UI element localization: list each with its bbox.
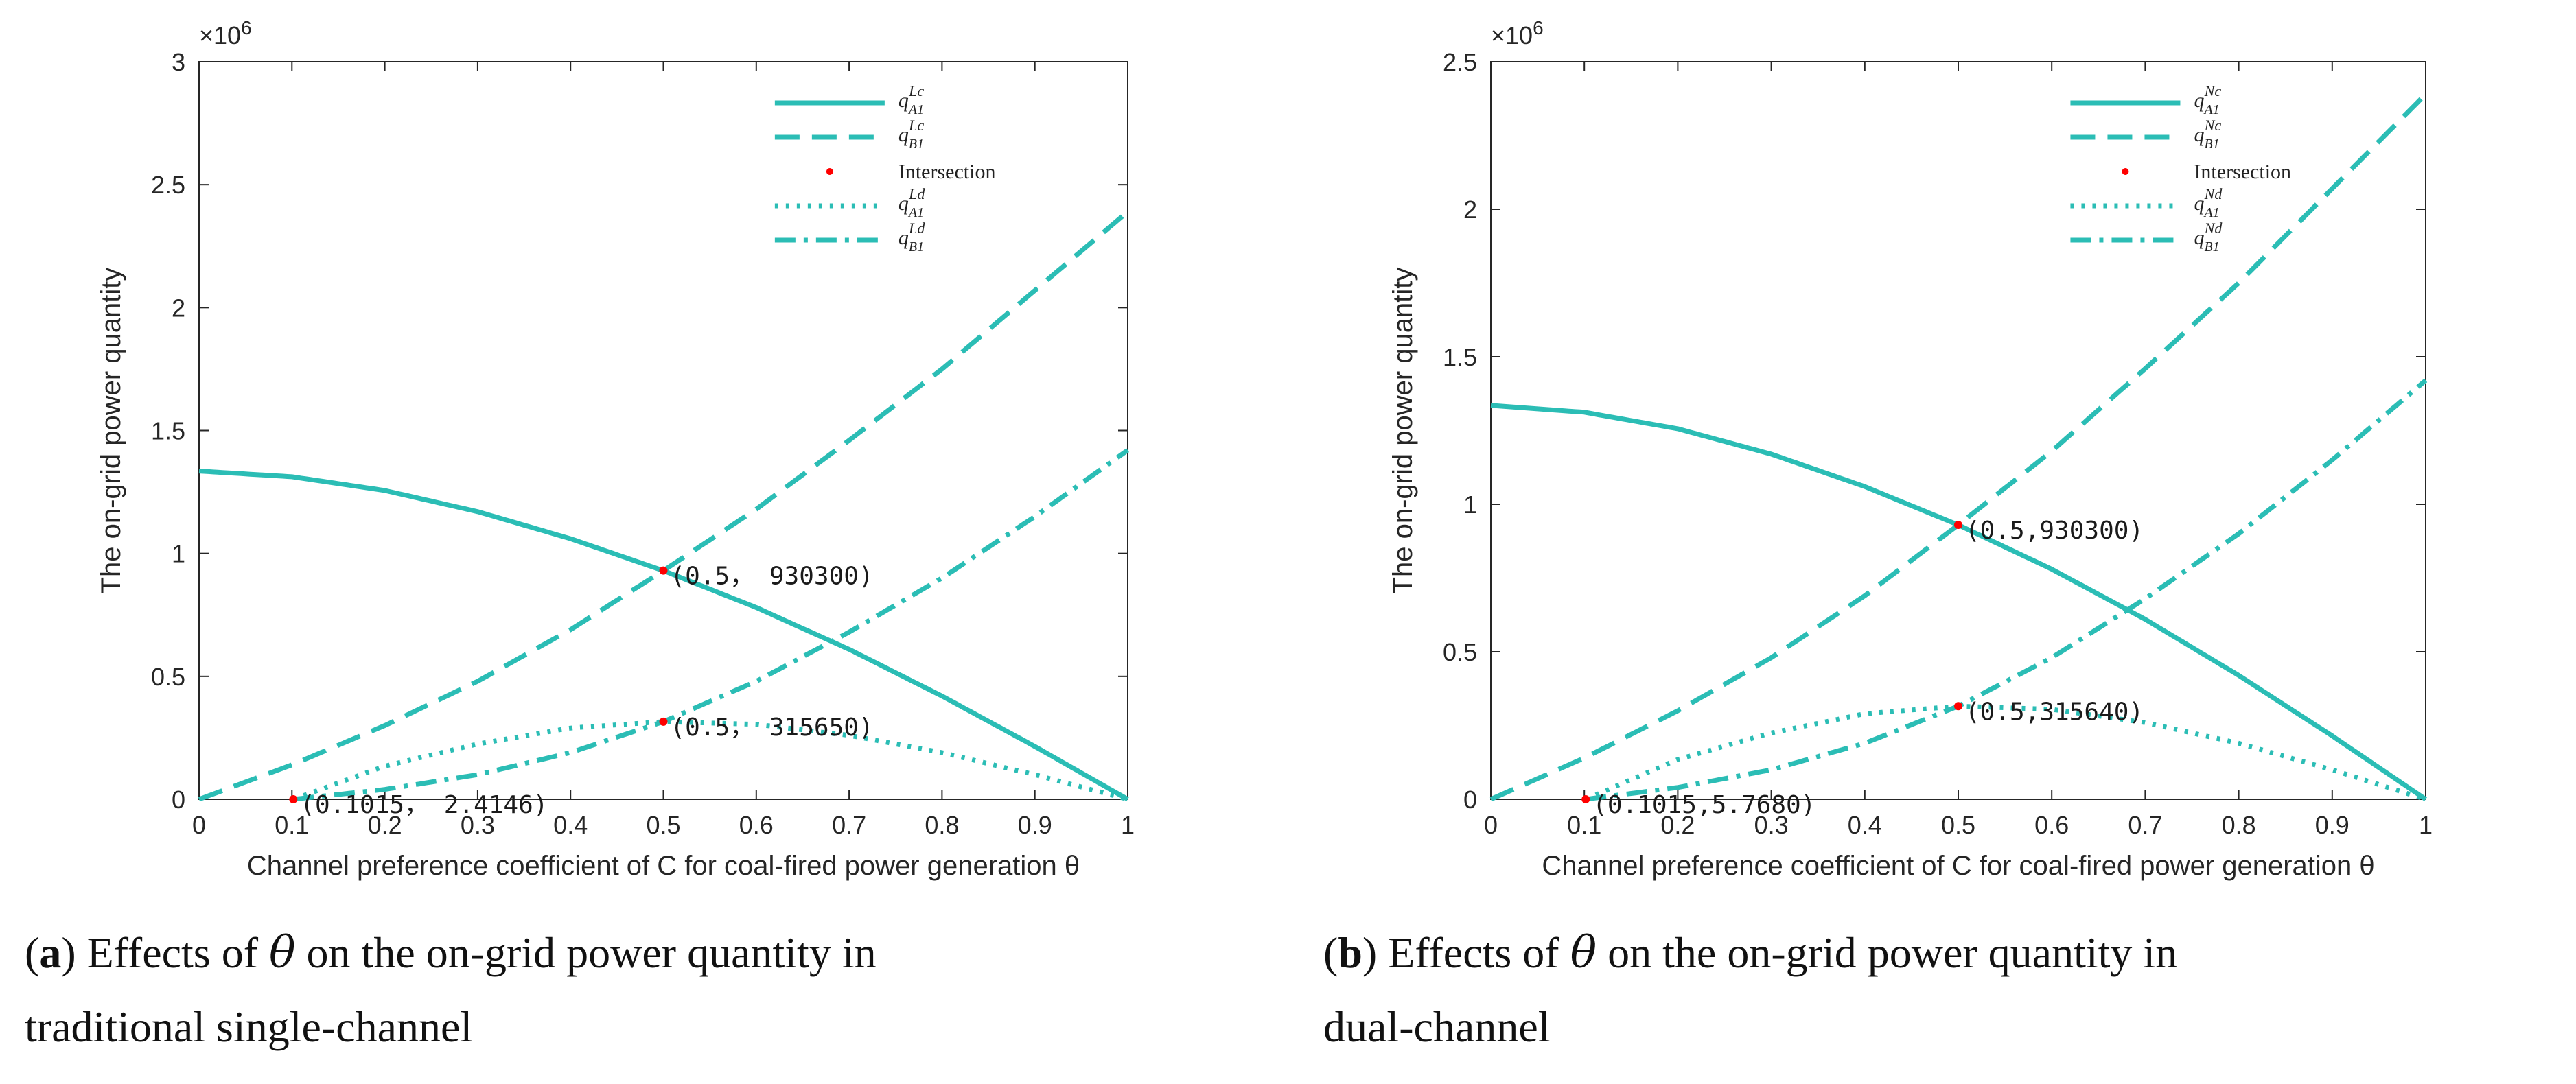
x-tick-label: 0 xyxy=(192,811,206,839)
caption-b-theta: θ xyxy=(1570,928,1597,978)
series-line-B1-Lc xyxy=(198,209,1130,802)
legend-label-intersection: Intersection xyxy=(898,161,996,183)
x-axis-label: Channel preference coefficient of C for … xyxy=(247,851,1080,881)
y-tick-label: 3 xyxy=(172,48,185,76)
y-tick-label: 0 xyxy=(172,786,185,814)
x-tick-label: 0.1 xyxy=(1567,811,1601,839)
y-exponent-label: ×106 xyxy=(199,17,252,49)
y-tick-label: 0.5 xyxy=(151,663,185,691)
intersection-label: (0.5， 930300) xyxy=(671,563,874,591)
caption-b-letter: b xyxy=(1338,928,1362,977)
y-tick-label: 2 xyxy=(1463,196,1477,224)
x-tick-label: 0.6 xyxy=(2034,811,2069,839)
caption-a: (a) Effects of θ on the on-grid power qu… xyxy=(25,928,877,1051)
intersection-label: (0.5， 315650) xyxy=(671,714,874,742)
caption-b-rest: on the on-grid power quantity in xyxy=(1608,928,2178,977)
intersection-label: (0.1015,5.7680) xyxy=(1592,791,1815,819)
x-tick-label: 0.7 xyxy=(2128,811,2162,839)
caption-a-line2: traditional single-channel xyxy=(25,1002,473,1051)
intersection-label: (0.5,930300) xyxy=(1965,517,2144,545)
chart-panel-a: 0 0.1 0.2 0.3 0.4 0.5 0.6 0.7 0.8 0.9 1 0 0.5 1 1.5 2 2.… xyxy=(96,17,1135,881)
intersection-point xyxy=(1954,520,1962,529)
caption-a-theta: θ xyxy=(269,928,296,978)
legend-marker-intersection xyxy=(826,168,833,175)
legend-label: qA1Nc xyxy=(2194,82,2221,117)
x-tick-label: 1 xyxy=(2419,811,2433,839)
intersection-label: (0.1015， 2.4146) xyxy=(300,791,548,819)
y-tick-label: 1 xyxy=(1463,491,1477,519)
y-tick-label: 2.5 xyxy=(151,171,185,199)
legend-label: qB1Lc xyxy=(898,117,924,152)
y-tick-label: 0 xyxy=(1463,786,1477,814)
caption-a-rest: on the on-grid power quantity in xyxy=(306,928,877,977)
legend-label: qA1Nd xyxy=(2194,185,2223,220)
caption-b: (b) Effects of θ on the on-grid power qu… xyxy=(1323,928,2178,1051)
x-tick-label: 0.5 xyxy=(646,811,680,839)
caption-b-line2: dual-channel xyxy=(1323,1002,1551,1051)
series-line-B1-Ld xyxy=(292,448,1130,802)
y-tick-label: 1 xyxy=(172,540,185,568)
legend-label: qB1Nc xyxy=(2194,117,2221,152)
x-tick-label: 1 xyxy=(1121,811,1135,839)
y-axis-label: The on-grid power quantity xyxy=(1388,268,1418,594)
x-axis-label: Channel preference coefficient of C for … xyxy=(1542,851,2374,881)
x-tick-label: 0.4 xyxy=(553,811,588,839)
y-tick-label: 1.5 xyxy=(151,417,185,445)
x-tick-label: 0.3 xyxy=(461,811,495,839)
x-tick-label: 0.6 xyxy=(739,811,774,839)
x-tick-label: 0.8 xyxy=(2222,811,2256,839)
y-tick-label: 0.5 xyxy=(1443,638,1477,666)
caption-b-lead: Effects of xyxy=(1388,928,1559,977)
x-tick-label: 0.4 xyxy=(1848,811,1882,839)
x-tick-label: 0.8 xyxy=(925,811,959,839)
series-line-B1-Nd xyxy=(1585,378,2428,802)
x-tick-label: 0.9 xyxy=(2315,811,2349,839)
intersection-label: (0.5,315640) xyxy=(1965,698,2144,726)
y-tick-label: 2.5 xyxy=(1443,48,1477,76)
series-line-A1-Lc xyxy=(198,469,1129,802)
x-tick-label: 0.3 xyxy=(1754,811,1789,839)
legend-label: qA1Ld xyxy=(898,185,925,220)
x-tick-label: 0.5 xyxy=(1941,811,1975,839)
x-tick-label: 0.2 xyxy=(1660,811,1695,839)
caption-a-letter: a xyxy=(39,928,62,977)
y-tick-label: 1.5 xyxy=(1443,343,1477,371)
y-tick-label: 2 xyxy=(172,294,185,322)
x-tick-label: 0.7 xyxy=(832,811,866,839)
chart-panel-b: 0 0.1 0.2 0.3 0.4 0.5 0.6 0.7 0.8 0.9 1 0 0.5 1 1.5 2 2.… xyxy=(1388,17,2433,881)
series-line-A1-Nc xyxy=(1490,403,2427,801)
y-exponent-label: ×106 xyxy=(1491,17,1544,49)
legend-label: qA1Lc xyxy=(898,82,924,117)
intersection-point xyxy=(1581,795,1590,803)
x-tick-label: 0.2 xyxy=(368,811,402,839)
intersection-point xyxy=(289,795,298,803)
x-tick-label: 0.9 xyxy=(1018,811,1052,839)
legend-marker-intersection xyxy=(2122,168,2129,175)
x-tick-label: 0 xyxy=(1484,811,1498,839)
intersection-point xyxy=(1954,702,1962,711)
series-line-B1-Nc xyxy=(1489,92,2428,802)
caption-a-lead: Effects of xyxy=(86,928,258,977)
legend-label: qB1Ld xyxy=(898,220,925,255)
legend-label-intersection: Intersection xyxy=(2194,161,2291,183)
intersection-point xyxy=(659,566,668,575)
x-tick-label: 0.1 xyxy=(275,811,309,839)
intersection-point xyxy=(659,717,668,726)
y-axis-label: The on-grid power quantity xyxy=(96,268,126,594)
legend-label: qB1Nd xyxy=(2194,220,2223,255)
